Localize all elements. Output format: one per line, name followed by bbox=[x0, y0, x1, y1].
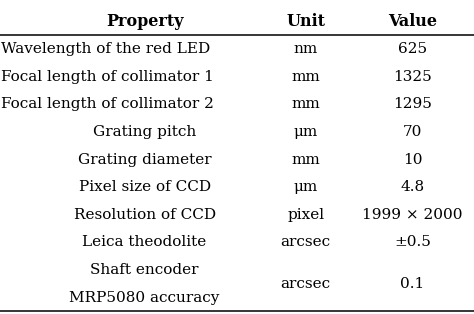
Text: 1999 × 2000: 1999 × 2000 bbox=[362, 208, 463, 222]
Text: MRP5080 accuracy: MRP5080 accuracy bbox=[69, 291, 220, 305]
Text: 625: 625 bbox=[398, 42, 427, 56]
Text: Resolution of CCD: Resolution of CCD bbox=[73, 208, 216, 222]
Text: nm: nm bbox=[293, 42, 318, 56]
Text: ±0.5: ±0.5 bbox=[394, 236, 431, 249]
Text: Shaft encoder: Shaft encoder bbox=[91, 263, 199, 277]
Text: μm: μm bbox=[293, 125, 318, 139]
Text: pixel: pixel bbox=[287, 208, 324, 222]
Text: 0.1: 0.1 bbox=[400, 277, 425, 291]
Text: Leica theodolite: Leica theodolite bbox=[82, 236, 207, 249]
Text: 1295: 1295 bbox=[393, 97, 432, 111]
Text: Grating diameter: Grating diameter bbox=[78, 153, 211, 166]
Text: Focal length of collimator 1: Focal length of collimator 1 bbox=[1, 70, 214, 84]
Text: 4.8: 4.8 bbox=[401, 180, 424, 194]
Text: 70: 70 bbox=[403, 125, 422, 139]
Text: mm: mm bbox=[292, 70, 320, 84]
Text: μm: μm bbox=[293, 180, 318, 194]
Text: Focal length of collimator 2: Focal length of collimator 2 bbox=[1, 97, 214, 111]
Text: 10: 10 bbox=[402, 153, 422, 166]
Text: Wavelength of the red LED: Wavelength of the red LED bbox=[1, 42, 210, 56]
Text: Pixel size of CCD: Pixel size of CCD bbox=[79, 180, 210, 194]
Text: arcsec: arcsec bbox=[281, 277, 331, 291]
Text: Value: Value bbox=[388, 13, 437, 30]
Text: 1325: 1325 bbox=[393, 70, 432, 84]
Text: Grating pitch: Grating pitch bbox=[93, 125, 196, 139]
Text: mm: mm bbox=[292, 97, 320, 111]
Text: mm: mm bbox=[292, 153, 320, 166]
Text: arcsec: arcsec bbox=[281, 236, 331, 249]
Text: Unit: Unit bbox=[286, 13, 325, 30]
Text: Property: Property bbox=[106, 13, 183, 30]
